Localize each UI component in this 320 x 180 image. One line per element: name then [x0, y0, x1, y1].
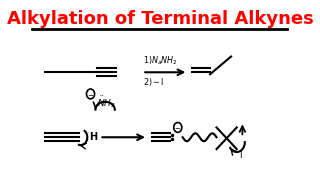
Text: $-$: $-$	[174, 124, 181, 130]
Text: $1) N_aNH_2$: $1) N_aNH_2$	[143, 55, 178, 67]
Text: I: I	[239, 151, 242, 160]
Text: $\ddot{N}H_2$: $\ddot{N}H_2$	[97, 94, 116, 110]
Text: Alkylation of Terminal Alkynes: Alkylation of Terminal Alkynes	[7, 10, 313, 28]
Text: $-$: $-$	[87, 91, 94, 97]
Text: H: H	[89, 132, 97, 142]
Text: $2)\sim\!\!$ I: $2)\sim\!\!$ I	[143, 76, 164, 88]
